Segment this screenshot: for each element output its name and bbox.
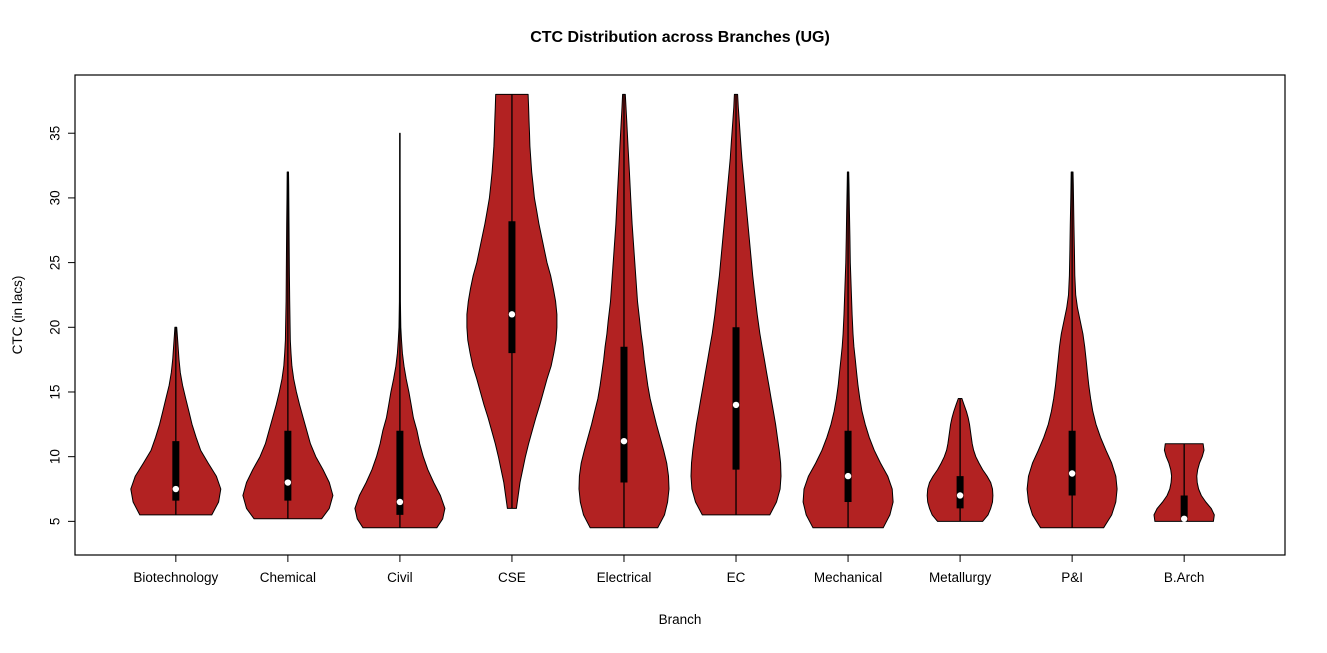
x-tick-label: Civil — [387, 570, 413, 585]
x-tick-label: Metallurgy — [929, 570, 992, 585]
median-dot — [620, 437, 628, 445]
plot-border — [74, 74, 1286, 556]
y-tick-label: 10 — [48, 449, 63, 464]
median-dot — [396, 498, 404, 506]
median-dot — [956, 492, 964, 499]
x-tick-label: Biotechnology — [133, 570, 218, 585]
y-tick-label: 20 — [48, 320, 63, 335]
y-axis-label: CTC (in lacs) — [10, 276, 25, 355]
x-tick-label: B.Arch — [1164, 570, 1205, 585]
x-tick-label: Mechanical — [814, 570, 882, 585]
y-tick-label: 35 — [48, 126, 63, 141]
x-tick-label: Electrical — [597, 570, 652, 585]
median-dot — [284, 479, 292, 486]
median-dot — [1068, 470, 1076, 477]
median-dot — [732, 401, 740, 409]
x-axis-label: Branch — [659, 612, 702, 627]
x-tick-label: EC — [727, 570, 746, 585]
plot-content: Biotechnology Chemical Civil CSE Electrical E… — [48, 74, 1286, 585]
y-tick-label: 15 — [48, 384, 63, 399]
median-dot — [172, 485, 180, 493]
x-tick-label: P&I — [1061, 570, 1083, 585]
y-tick-label: 30 — [48, 190, 63, 205]
y-tick-label: 5 — [48, 518, 63, 526]
median-dot — [1180, 515, 1188, 522]
x-tick-label: CSE — [498, 570, 526, 585]
median-dot — [508, 311, 516, 318]
y-tick-label: 25 — [48, 255, 63, 270]
median-dot — [844, 472, 852, 480]
chart-title: CTC Distribution across Branches (UG) — [530, 29, 830, 46]
x-tick-label: Chemical — [260, 570, 316, 585]
